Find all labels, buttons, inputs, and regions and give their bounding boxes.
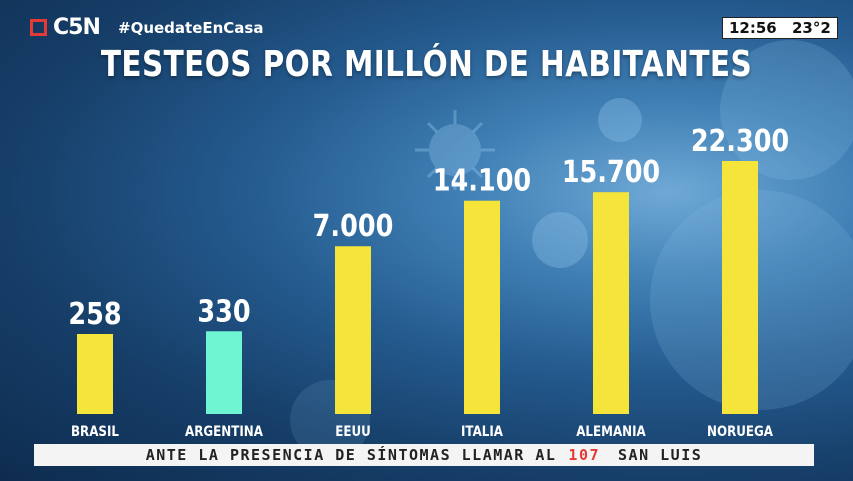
value-label-eeuu: 7.000 <box>313 208 394 244</box>
bar-eeuu <box>335 246 371 414</box>
ticker-bar: ANTE LA PRESENCIA DE SÍNTOMAS LLAMAR AL … <box>34 444 814 466</box>
ticker-place: SAN LUIS <box>618 446 703 464</box>
channel-logo: C5N <box>30 15 101 40</box>
clock-widget: 12:56 23°2 <box>722 17 838 39</box>
logo-text: C5N <box>53 15 101 40</box>
category-label-noruega: NORUEGA <box>707 424 773 440</box>
category-label-brasil: BRASIL <box>71 424 119 440</box>
category-label-eeuu: EEUU <box>335 424 371 440</box>
bar-noruega <box>722 161 758 414</box>
value-label-alemania: 15.700 <box>562 154 660 190</box>
ticker-number: 107 <box>568 446 601 464</box>
logo-box-icon <box>30 19 47 36</box>
value-label-argentina: 330 <box>197 293 250 329</box>
ticker-text: ANTE LA PRESENCIA DE SÍNTOMAS LLAMAR AL <box>145 446 557 464</box>
category-label-alemania: ALEMANIA <box>576 424 646 440</box>
chart-title: TESTEOS POR MILLÓN DE HABITANTES <box>100 44 753 85</box>
category-label-italia: ITALIA <box>461 424 503 440</box>
value-label-noruega: 22.300 <box>691 123 789 159</box>
value-label-brasil: 258 <box>68 296 121 332</box>
hashtag: #QuedateEnCasa <box>118 19 264 37</box>
category-label-argentina: ARGENTINA <box>185 424 263 440</box>
bar-brasil <box>77 334 113 414</box>
clock-temperature: 23°2 <box>791 19 831 37</box>
bar-alemania <box>593 192 629 414</box>
bar-argentina <box>206 331 242 414</box>
bar-italia <box>464 200 500 414</box>
clock-time: 12:56 <box>729 19 777 37</box>
value-label-italia: 14.100 <box>433 163 531 199</box>
